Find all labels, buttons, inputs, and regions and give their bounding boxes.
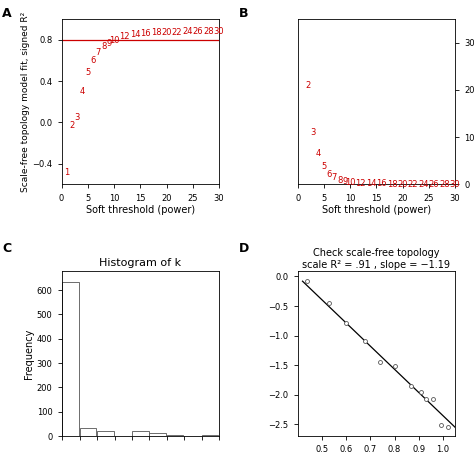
- Text: 2: 2: [306, 81, 311, 90]
- Text: 28: 28: [203, 27, 214, 36]
- Point: [342, 319, 350, 327]
- Text: 16: 16: [140, 29, 151, 38]
- Point: [422, 396, 430, 403]
- Point: [362, 337, 369, 345]
- Text: 18: 18: [387, 180, 397, 189]
- Text: 9: 9: [342, 177, 347, 186]
- X-axis label: Soft threshold (power): Soft threshold (power): [86, 205, 195, 215]
- Text: 8: 8: [337, 176, 342, 185]
- Bar: [167, 435, 183, 436]
- Text: 26: 26: [429, 180, 439, 189]
- Text: 14: 14: [130, 30, 140, 39]
- Text: 18: 18: [151, 28, 161, 37]
- Text: 6: 6: [91, 56, 96, 65]
- Text: 5: 5: [321, 162, 327, 171]
- Text: 3: 3: [75, 113, 80, 122]
- Text: 9: 9: [106, 39, 111, 48]
- Text: 7: 7: [332, 173, 337, 182]
- Bar: [80, 428, 96, 436]
- Text: 7: 7: [96, 47, 101, 56]
- Text: 10: 10: [109, 36, 119, 45]
- Text: 24: 24: [419, 180, 429, 189]
- Text: 6: 6: [327, 170, 332, 179]
- Text: D: D: [239, 242, 250, 255]
- Point: [303, 277, 311, 285]
- Text: 20: 20: [397, 180, 408, 189]
- Point: [444, 423, 452, 431]
- Y-axis label: Scale-free topology model fit, signed R²: Scale-free topology model fit, signed R²: [21, 11, 30, 192]
- Point: [437, 422, 444, 429]
- Y-axis label: Frequency: Frequency: [24, 328, 34, 379]
- Text: 3: 3: [311, 128, 316, 137]
- Text: 22: 22: [408, 180, 419, 189]
- Text: 22: 22: [172, 28, 182, 37]
- Text: 30: 30: [214, 27, 224, 36]
- Point: [325, 299, 333, 307]
- Text: 28: 28: [439, 180, 450, 189]
- Text: 30: 30: [450, 180, 460, 189]
- Text: B: B: [239, 7, 249, 20]
- Text: 4: 4: [80, 87, 85, 96]
- Point: [417, 388, 425, 395]
- Point: [391, 363, 398, 370]
- Text: 10: 10: [345, 178, 356, 187]
- Text: 16: 16: [376, 180, 387, 189]
- Text: 26: 26: [193, 27, 203, 36]
- Text: 2: 2: [70, 121, 75, 130]
- Title: Histogram of k: Histogram of k: [99, 258, 182, 268]
- Text: 12: 12: [356, 179, 366, 188]
- Point: [408, 382, 415, 390]
- Text: 14: 14: [366, 179, 376, 188]
- X-axis label: Soft threshold (power): Soft threshold (power): [322, 205, 431, 215]
- Text: C: C: [2, 242, 11, 255]
- Title: Check scale-free topology
scale R² = .91 , slope = −1.19: Check scale-free topology scale R² = .91…: [302, 248, 450, 270]
- Text: 5: 5: [85, 68, 91, 77]
- Point: [429, 396, 437, 403]
- Text: 4: 4: [316, 149, 321, 158]
- Text: 24: 24: [182, 27, 193, 36]
- Point: [376, 358, 384, 366]
- Text: 12: 12: [119, 32, 130, 41]
- Bar: [149, 433, 166, 436]
- Text: 20: 20: [161, 28, 172, 37]
- Bar: [201, 435, 218, 436]
- Bar: [132, 431, 148, 436]
- Text: 8: 8: [101, 42, 106, 51]
- Bar: [63, 282, 79, 436]
- Text: 1: 1: [64, 168, 70, 177]
- Text: A: A: [2, 7, 12, 20]
- Bar: [97, 431, 114, 436]
